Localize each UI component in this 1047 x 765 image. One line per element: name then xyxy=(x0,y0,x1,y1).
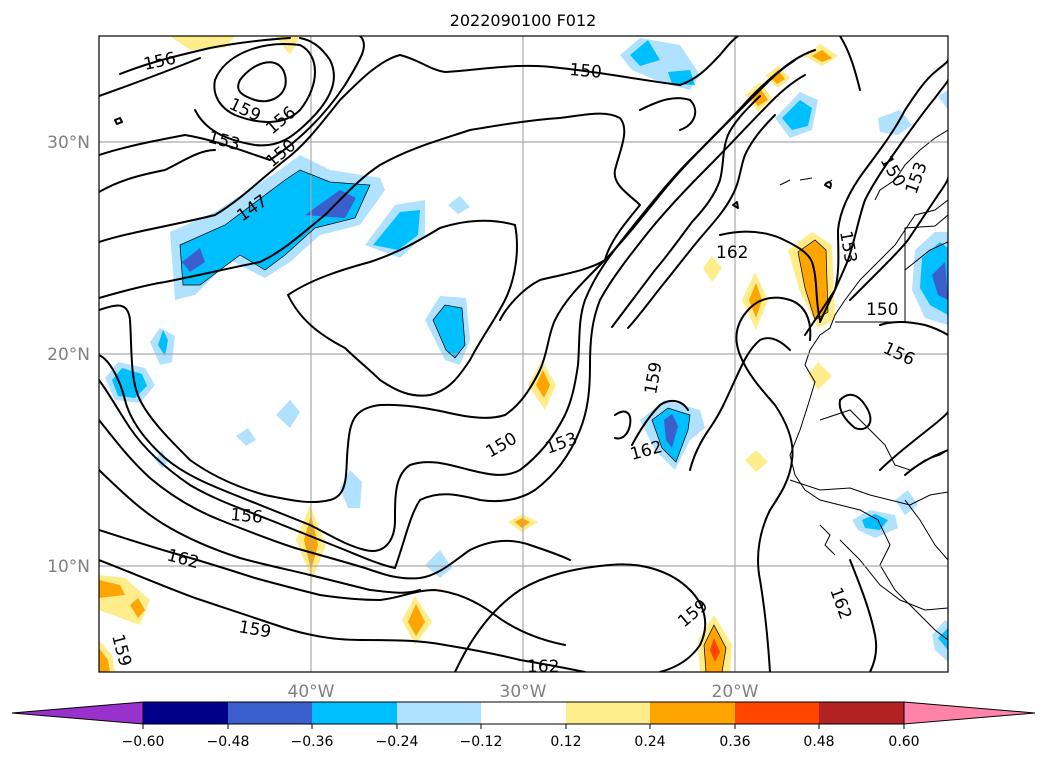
thin-contours xyxy=(179,169,829,672)
lon-label-20w: 20°W xyxy=(712,682,759,702)
shade-blue xyxy=(180,170,370,285)
shade-blue xyxy=(862,514,888,530)
lat-label-20n: 20°N xyxy=(47,345,90,365)
shade-orange xyxy=(99,648,110,672)
colorbar-tick-label: −0.24 xyxy=(376,734,419,750)
shade-blue-dark xyxy=(182,248,205,272)
colorbar-tick-label: −0.60 xyxy=(122,734,165,750)
shade-blue xyxy=(938,628,948,650)
longitude-labels: 40°W 30°W 20°W xyxy=(288,682,759,702)
shade-yellow xyxy=(703,256,722,282)
shade-blue xyxy=(433,305,465,358)
shade-yellow xyxy=(275,36,300,55)
colorbar-segment xyxy=(566,702,650,724)
shade-blue-light xyxy=(878,110,912,135)
shade-blue-light xyxy=(425,550,452,578)
shade-blue-light xyxy=(938,90,948,110)
colorbar-tick-label: 0.36 xyxy=(719,734,750,750)
colorbar-tick-label: 0.48 xyxy=(803,734,834,750)
shade-blue xyxy=(373,210,420,250)
shade-yellow xyxy=(808,362,832,390)
colorbar-segment xyxy=(650,702,735,724)
contour-label: 150 xyxy=(569,60,603,83)
map-frame xyxy=(98,35,949,673)
shade-blue-light xyxy=(155,450,168,468)
shade-blue xyxy=(630,40,660,66)
colorbar-tick-label: 0.12 xyxy=(550,734,581,750)
shade-orange xyxy=(770,70,785,84)
colorbar-segment xyxy=(735,702,819,724)
latitude-labels: 30°N 20°N 10°N xyxy=(47,133,90,577)
shade-blue xyxy=(782,100,812,130)
colorbar-tick-label: 0.60 xyxy=(888,734,919,750)
colorbar-segment xyxy=(819,702,904,724)
shade-red xyxy=(710,638,720,662)
lon-label-40w: 40°W xyxy=(288,682,335,702)
shade-blue xyxy=(158,330,168,356)
contour-label: 150 xyxy=(866,300,898,320)
shade-blue-light xyxy=(236,428,256,446)
shade-blue-dark xyxy=(932,262,948,300)
lat-label-30n: 30°N xyxy=(47,133,90,153)
contour-label: 162 xyxy=(716,243,748,263)
shade-orange xyxy=(812,50,832,62)
shade-blue-light xyxy=(448,196,470,214)
colorbar-segment xyxy=(143,702,228,724)
colorbar-segment xyxy=(228,702,312,724)
shade-orange xyxy=(408,604,425,636)
shade-orange xyxy=(536,370,550,398)
colorbar-extend-high xyxy=(903,701,1036,725)
coastline-layer xyxy=(779,129,948,641)
shade-orange xyxy=(749,283,762,318)
colorbar: −0.60 −0.48 −0.36 −0.24 −0.12 0.12 0.24 … xyxy=(11,701,1036,750)
contour-label: 156 xyxy=(230,505,264,528)
colorbar-tick-label: −0.36 xyxy=(291,734,334,750)
colorbar-tick-label: −0.12 xyxy=(460,734,503,750)
shade-blue-light xyxy=(276,400,300,428)
colorbar-extend-low xyxy=(11,701,144,725)
lon-label-30w: 30°W xyxy=(500,682,547,702)
chart-title: 2022090100 F012 xyxy=(450,11,597,30)
colorbar-tick-label: 0.24 xyxy=(634,734,665,750)
contour-label: 162 xyxy=(527,657,559,677)
colorbar-tick-label: −0.48 xyxy=(207,734,250,750)
shading-layer xyxy=(99,36,948,672)
lat-label-10n: 10°N xyxy=(47,557,90,577)
shade-blue-dark xyxy=(664,414,678,448)
shade-orange xyxy=(798,240,828,320)
colorbar-segment xyxy=(481,702,566,724)
colorbar-segment xyxy=(312,702,397,724)
shade-orange xyxy=(130,598,145,618)
colorbar-segment xyxy=(397,702,481,724)
contour-layer xyxy=(99,36,948,672)
shade-yellow xyxy=(745,450,768,472)
shade-blue xyxy=(112,368,147,398)
map-area: 156 159 156 153 150 147 150 150 153 162 … xyxy=(98,35,949,677)
shade-orange xyxy=(99,580,125,598)
